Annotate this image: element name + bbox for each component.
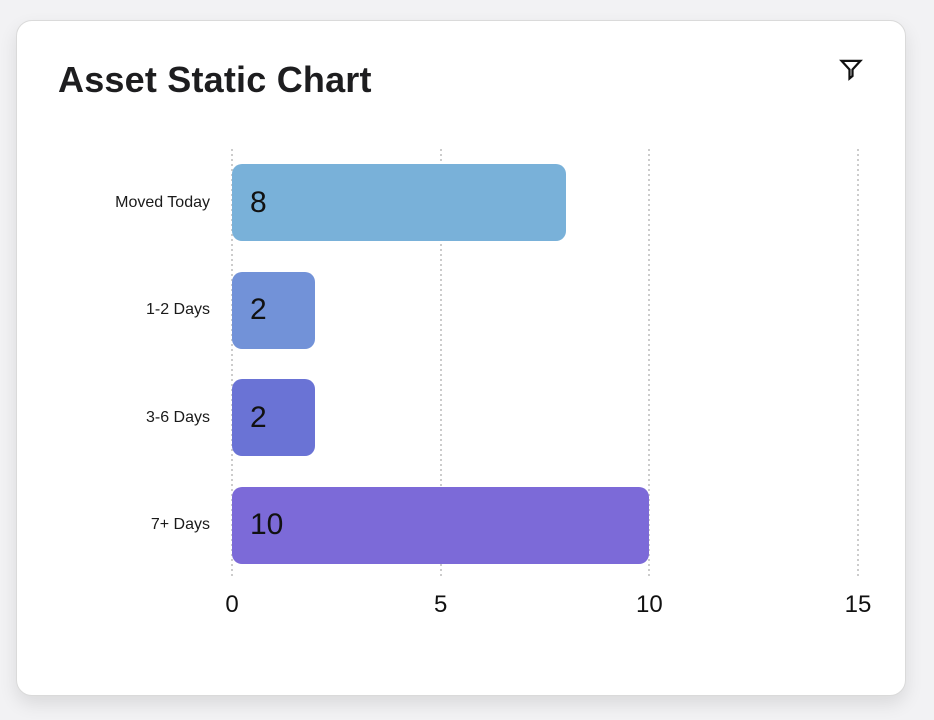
filter-funnel-icon bbox=[836, 54, 866, 84]
x-axis-tick-label: 15 bbox=[844, 591, 872, 618]
category-label: 1-2 Days bbox=[145, 301, 210, 318]
bar-chart-plot-area: 0 5 10 15 Moved Today 8 1-2 Days 2 3-6 Days 2 7+ D… bbox=[115, 149, 871, 618]
bar-value-label: 2 bbox=[250, 400, 267, 434]
bar-3-6-days[interactable]: 2 bbox=[232, 379, 316, 456]
gridline bbox=[439, 149, 442, 579]
bar-value-label: 8 bbox=[250, 185, 267, 219]
x-axis-tick-label: 10 bbox=[635, 591, 663, 618]
category-label: Moved Today bbox=[115, 193, 210, 211]
gridline bbox=[648, 149, 651, 579]
x-axis-tick-label: 0 bbox=[225, 591, 239, 618]
filter-button[interactable] bbox=[829, 47, 873, 91]
gridline bbox=[857, 149, 859, 579]
asset-static-chart-card: Asset Static Chart 0 5 10 15 Moved Today 8 1-2… bbox=[16, 20, 906, 696]
bar-1-2-days[interactable]: 2 bbox=[232, 271, 316, 349]
bar-7-days[interactable]: 10 bbox=[232, 486, 650, 564]
category-label: 3-6 Days bbox=[145, 408, 210, 426]
gridline bbox=[231, 149, 233, 579]
page-title: Asset Static Chart bbox=[58, 59, 372, 100]
bar-value-label: 2 bbox=[250, 293, 267, 326]
x-axis-tick-label: 5 bbox=[433, 591, 448, 618]
category-label: 7+ Days bbox=[150, 516, 210, 533]
bar-value-label: 10 bbox=[250, 508, 284, 541]
bar-moved-today[interactable]: 8 bbox=[232, 164, 566, 241]
